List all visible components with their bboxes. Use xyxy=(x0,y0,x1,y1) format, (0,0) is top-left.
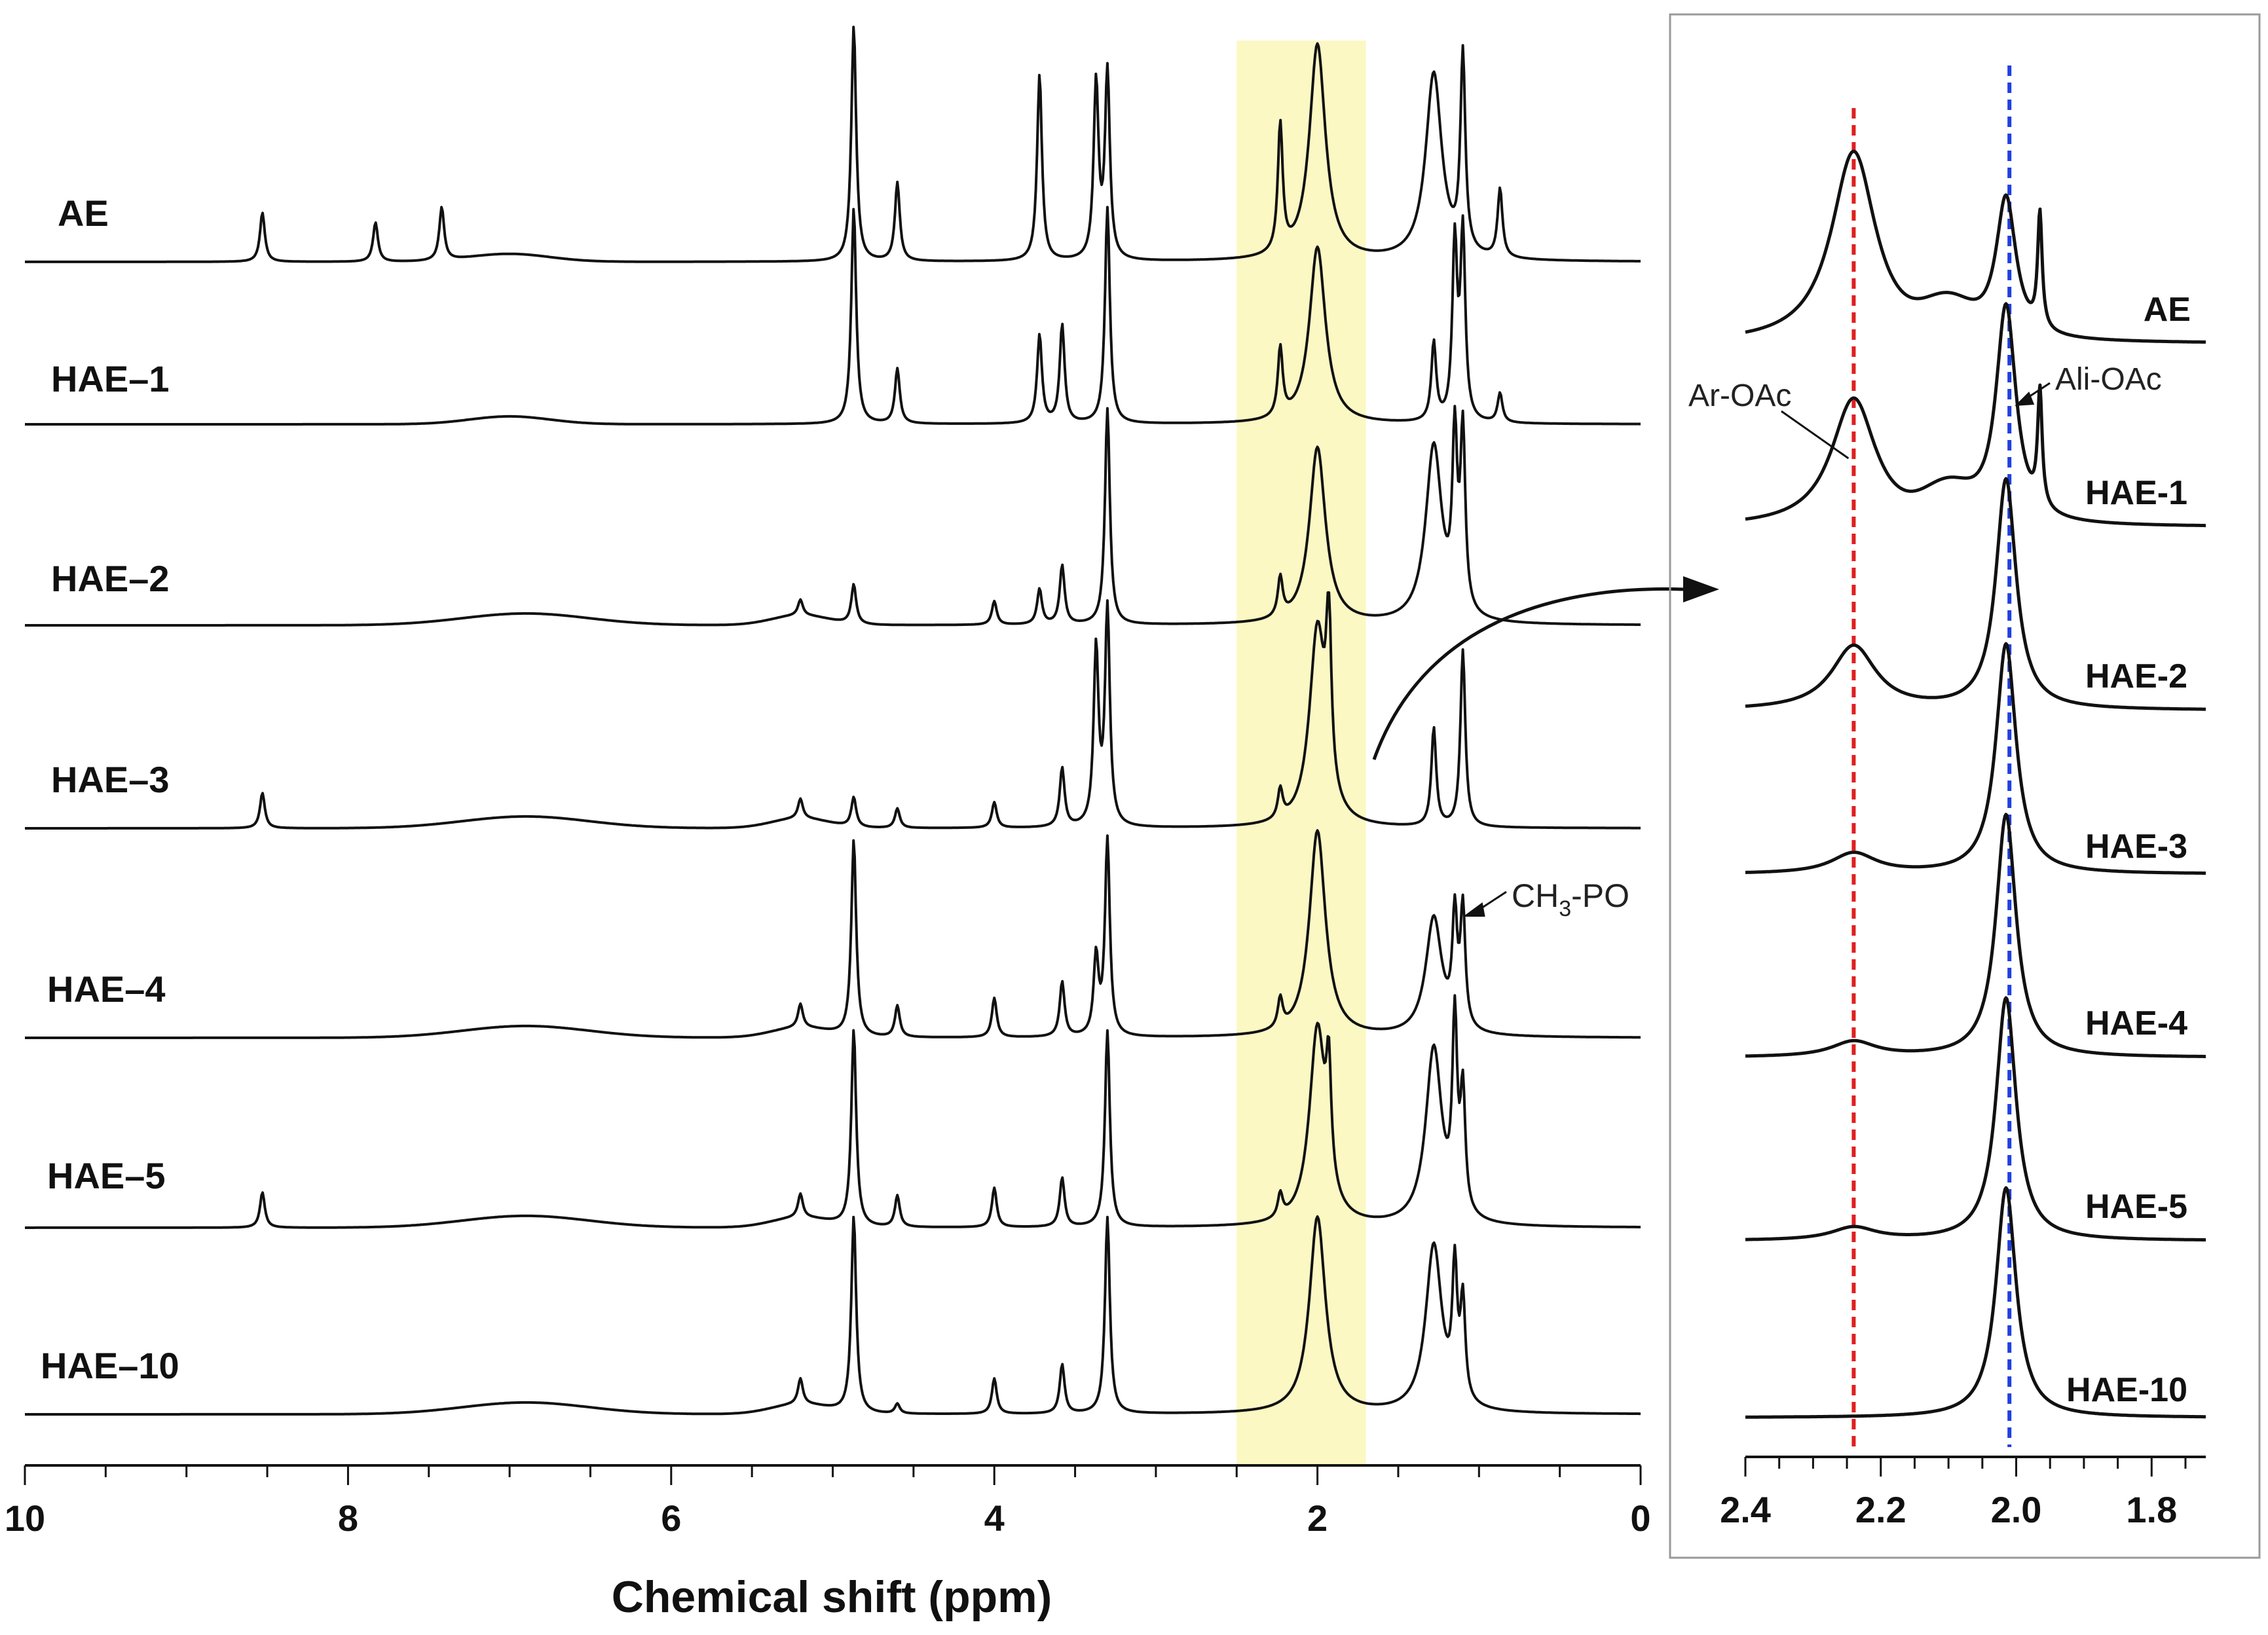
ch3-po-rest: -PO xyxy=(1571,877,1629,914)
ch3-po-main: CH xyxy=(1512,877,1559,914)
ch3-po-subscript: 3 xyxy=(1559,896,1571,921)
ali-oac-annotation: Ali-OAc xyxy=(2015,362,2162,406)
main-tick-label: 8 xyxy=(338,1497,358,1539)
inset-spectrum-ae xyxy=(1744,149,2207,344)
main-tick-label: 6 xyxy=(661,1497,681,1539)
main-spectrum-labels: AE HAE–1 HAE–2 HAE–3 HAE–4 HAE–5 HAE–10 xyxy=(41,193,179,1386)
inset-spectrum-label: HAE-1 xyxy=(2085,474,2187,512)
inset-spectrum-label: HAE-3 xyxy=(2085,828,2187,866)
inset-tick-label: 2.0 xyxy=(1991,1489,2042,1530)
inset-tick-label: 2.4 xyxy=(1720,1489,1771,1530)
spectrum-label: HAE–5 xyxy=(47,1155,166,1196)
inset-tick-label: 2.2 xyxy=(1855,1489,1906,1530)
spectrum-label: HAE–10 xyxy=(41,1345,179,1386)
inset-spectrum-labels: AE HAE-1 HAE-2 HAE-3 HAE-4 HAE-5 HAE-10 xyxy=(2066,291,2191,1409)
inset-spectrum-hae-3 xyxy=(1744,642,2207,875)
inset-tick-label: 1.8 xyxy=(2126,1489,2177,1530)
spectrum-hae-10 xyxy=(24,1215,1641,1416)
inset-spectrum-label: HAE-10 xyxy=(2066,1371,2187,1409)
spectrum-label: AE xyxy=(58,193,109,234)
spectrum-hae-3 xyxy=(24,591,1641,830)
spectrum-label: HAE–4 xyxy=(47,968,166,1010)
spectrum-label: HAE–1 xyxy=(51,358,170,399)
ar-oac-annotation: Ar-OAc xyxy=(1688,378,1850,460)
x-axis-title: Chemical shift (ppm) xyxy=(612,1572,1052,1622)
svg-text:CH3-PO: CH3-PO xyxy=(1512,877,1629,921)
inset-spectrum-hae-5 xyxy=(1744,996,2207,1241)
ch3-po-annotation: CH3-PO xyxy=(1462,877,1629,921)
inset-spectrum-label: HAE-4 xyxy=(2085,1004,2187,1042)
inset-spectrum-hae-4 xyxy=(1744,813,2207,1058)
main-tick-label: 10 xyxy=(5,1497,45,1539)
inset-panel xyxy=(1669,13,2261,1559)
inset-spectrum-hae-2 xyxy=(1744,477,2207,711)
main-spectra xyxy=(24,26,1641,1416)
spectrum-hae-4 xyxy=(24,829,1641,1039)
zoom-connector-arrow xyxy=(1372,587,1684,760)
spectrum-ae xyxy=(24,26,1641,263)
inset-spectrum-hae-10 xyxy=(1744,1186,2207,1419)
main-tick-label: 2 xyxy=(1307,1497,1328,1539)
inset-spectrum-label: AE xyxy=(2144,291,2191,329)
inset-x-ticks: 2.4 2.2 2.0 1.8 xyxy=(1720,1457,2187,1530)
highlight-band xyxy=(1236,41,1366,1467)
main-tick-label: 0 xyxy=(1630,1497,1650,1539)
spectrum-label: HAE–3 xyxy=(51,759,170,800)
svg-text:Ar-OAc: Ar-OAc xyxy=(1688,378,1791,413)
zoom-connector-arrowhead xyxy=(1683,576,1719,602)
spectrum-hae-1 xyxy=(24,206,1641,426)
svg-text:Ali-OAc: Ali-OAc xyxy=(2055,362,2162,397)
spectrum-hae-5 xyxy=(24,994,1641,1229)
inset-spectrum-label: HAE-5 xyxy=(2085,1188,2187,1226)
inset-spectrum-hae-1 xyxy=(1744,302,2207,528)
inset-spectra xyxy=(1744,149,2207,1419)
spectrum-hae-2 xyxy=(24,405,1641,627)
main-tick-label: 4 xyxy=(984,1497,1005,1539)
spectrum-label: HAE–2 xyxy=(51,558,170,599)
main-x-ticks: 10 8 6 4 2 0 xyxy=(5,1465,1651,1539)
inset-spectrum-label: HAE-2 xyxy=(2085,657,2187,695)
